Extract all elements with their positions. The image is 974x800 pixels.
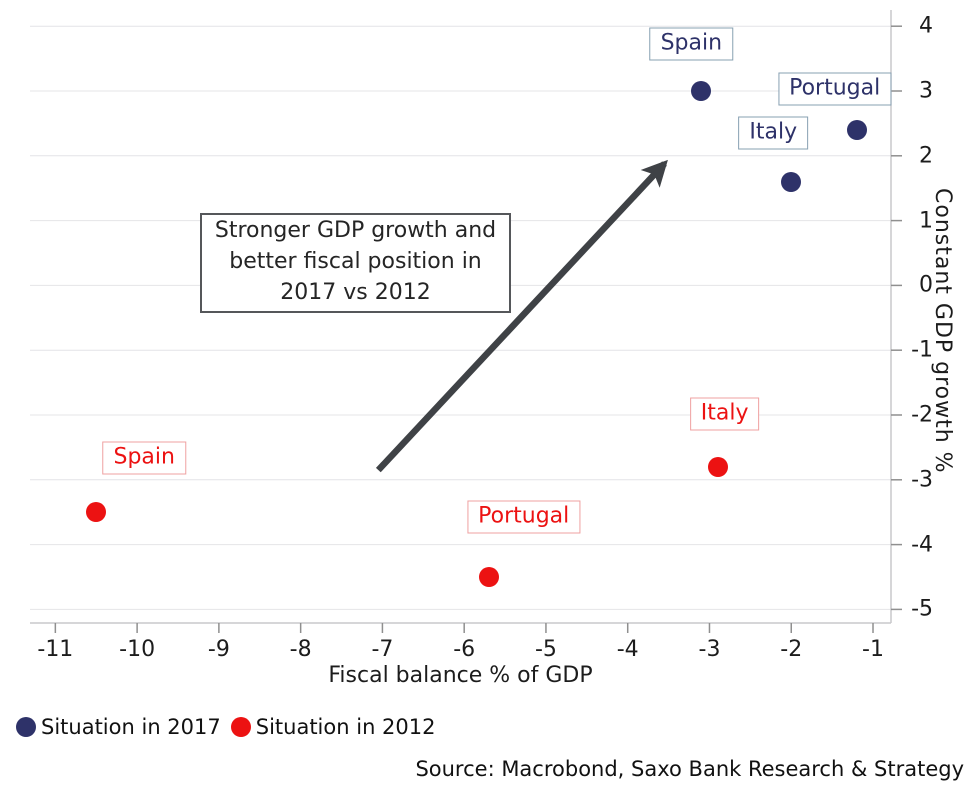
trend-arrow [375,159,668,473]
x-tick-label: -7 [371,637,394,662]
data-point-spain-2012 [86,502,107,523]
y-tick-label: 0 [919,272,933,298]
x-tick-label: -8 [289,637,312,662]
y-tick-label: 2 [919,143,933,169]
y-tick-label: -4 [911,532,933,558]
data-point-spain-2017 [691,80,712,101]
point-label-portugal-2012: Portugal [467,500,581,534]
point-label-italy-2017: Italy [738,116,809,150]
data-point-italy-2012 [707,456,728,477]
y-axis-title: Constant GDP growth % [930,188,955,474]
point-label-portugal-2017: Portugal [778,72,892,106]
legend-marker-2012-icon [230,717,251,737]
x-tick-label: -5 [534,637,557,662]
legend-label-2012: Situation in 2012 [255,715,436,739]
x-tick-label: -11 [37,637,74,662]
data-point-portugal-2017 [846,119,867,140]
point-label-spain-2012: Spain [102,441,186,475]
x-axis-title: Fiscal balance % of GDP [328,663,593,688]
x-tick-label: -6 [453,637,476,662]
x-tick-label: -1 [862,637,884,662]
data-point-portugal-2012 [478,566,499,587]
y-tick-label: -3 [911,467,933,493]
y-tick-label: 4 [919,13,933,39]
legend-item-2012: Situation in 2012 [230,715,436,739]
legend: Situation in 2017 Situation in 2012 [16,715,436,739]
y-tick-label: -5 [911,596,933,622]
x-tick-label: -4 [616,637,639,662]
source-credit: Source: Macrobond, Saxo Bank Research & … [415,757,964,781]
legend-marker-2017-icon [16,717,36,737]
x-tick-label: -10 [119,637,156,662]
data-point-italy-2017 [781,171,802,192]
y-tick-label: -2 [911,402,933,428]
legend-item-2017: Situation in 2017 [16,715,221,739]
legend-label-2017: Situation in 2017 [41,715,221,739]
annotation-box: Stronger GDP growth and better fiscal po… [200,213,511,313]
y-tick-label: -1 [911,337,933,363]
y-tick-label: 1 [919,208,933,234]
y-tick-label: 3 [919,78,933,104]
x-tick-label: -2 [780,637,803,662]
point-label-italy-2012: Italy [689,397,760,431]
x-tick-label: -9 [207,637,230,662]
x-tick-label: -3 [698,637,721,662]
point-label-spain-2017: Spain [649,27,734,61]
